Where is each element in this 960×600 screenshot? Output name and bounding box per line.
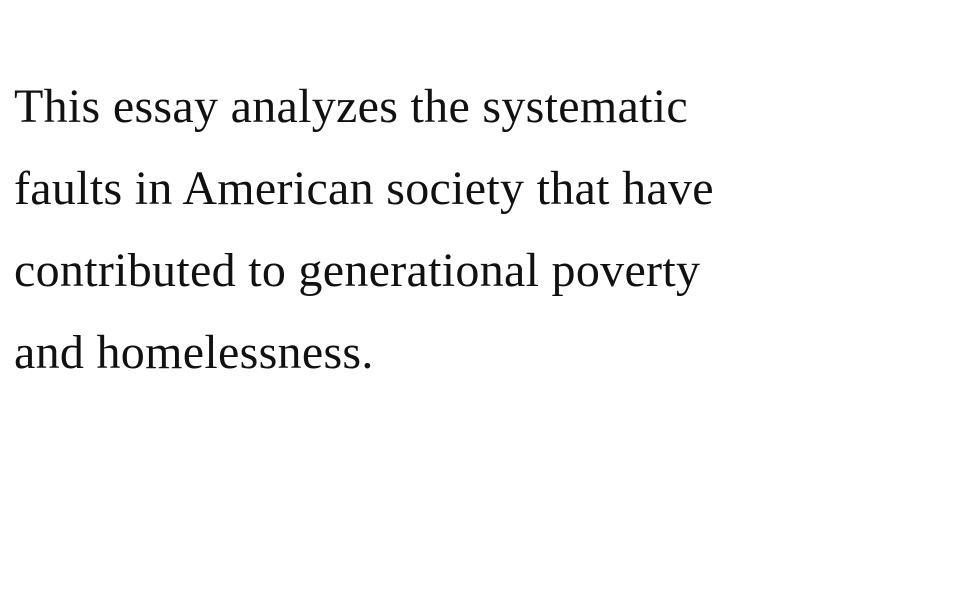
abstract-line: faults in American society that have xyxy=(14,162,714,215)
abstract-line: and homelessness. xyxy=(14,326,374,379)
abstract-line: contributed to generational poverty xyxy=(14,244,701,297)
abstract-paragraph: This essay analyzes the systematic fault… xyxy=(14,66,914,394)
abstract-line: This essay analyzes the systematic xyxy=(14,80,688,133)
